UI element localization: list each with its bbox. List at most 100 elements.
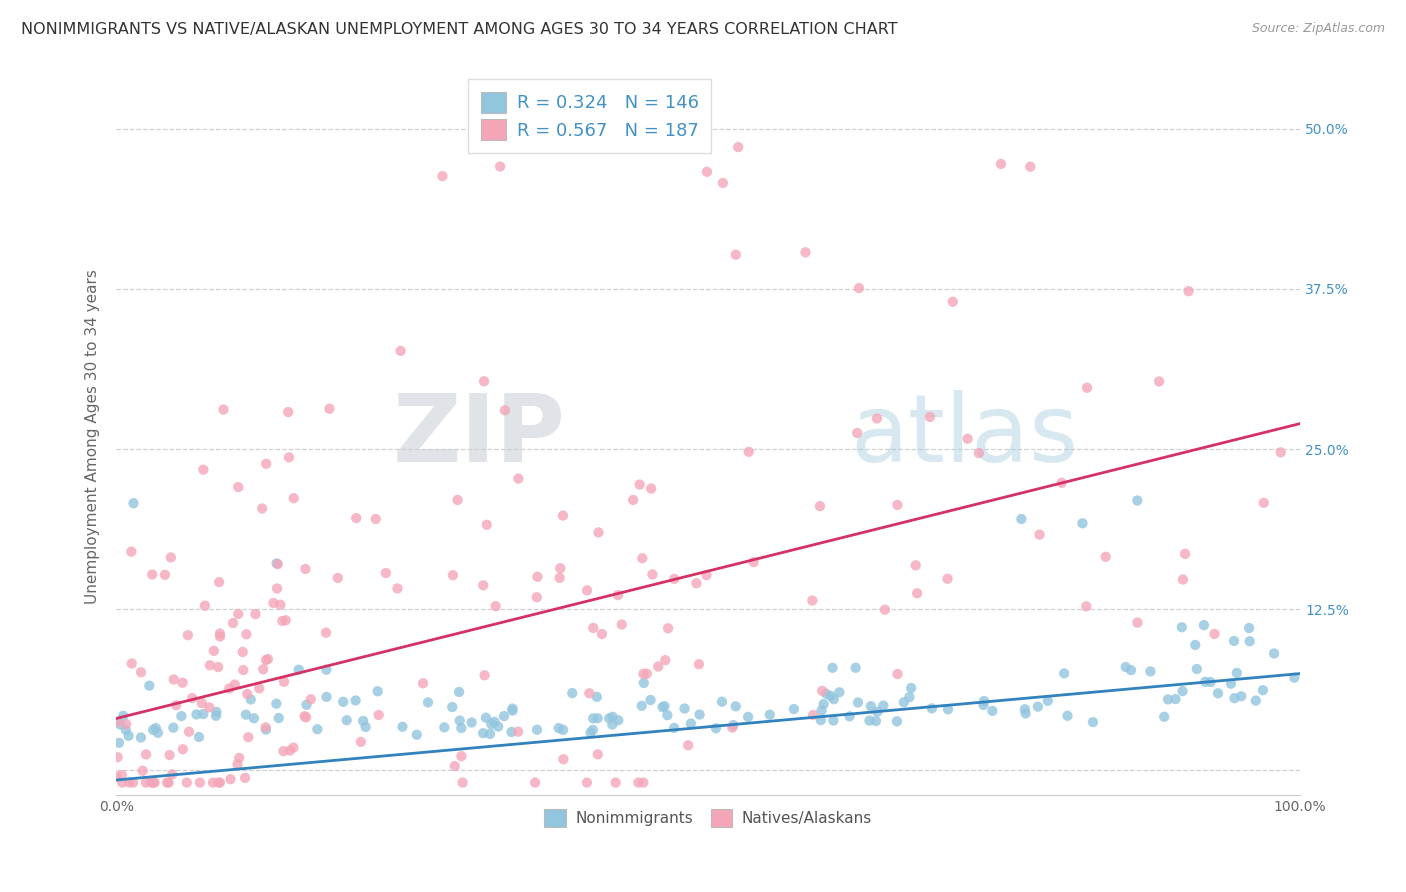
Point — [1192, 618, 1215, 632]
Point — [811, 683, 834, 698]
Point — [269, 598, 291, 612]
Point — [277, 405, 299, 419]
Point — [135, 747, 157, 762]
Point — [696, 568, 718, 582]
Point — [640, 693, 662, 707]
Point — [821, 661, 844, 675]
Point — [105, 715, 128, 730]
Point — [600, 717, 623, 731]
Point — [967, 446, 990, 460]
Point — [235, 627, 257, 641]
Point — [266, 557, 288, 571]
Point — [287, 663, 309, 677]
Point — [1014, 706, 1036, 721]
Point — [1284, 671, 1306, 685]
Point — [1014, 702, 1036, 716]
Point — [120, 544, 142, 558]
Point — [1056, 708, 1078, 723]
Point — [1053, 666, 1076, 681]
Point — [828, 685, 851, 699]
Point — [676, 738, 699, 752]
Point — [172, 675, 194, 690]
Point — [232, 645, 254, 659]
Point — [586, 747, 609, 762]
Point — [886, 498, 908, 512]
Point — [131, 764, 153, 778]
Point — [474, 668, 496, 682]
Point — [307, 723, 329, 737]
Point — [502, 701, 524, 715]
Point — [1185, 662, 1208, 676]
Point — [350, 735, 373, 749]
Point — [688, 657, 710, 672]
Point — [548, 571, 571, 585]
Point — [636, 666, 658, 681]
Point — [641, 567, 664, 582]
Point — [627, 775, 650, 789]
Point — [576, 583, 599, 598]
Point — [1094, 549, 1116, 564]
Point — [138, 679, 160, 693]
Point — [904, 558, 927, 573]
Point — [657, 708, 679, 723]
Point — [721, 721, 744, 735]
Point — [108, 736, 131, 750]
Point — [905, 586, 928, 600]
Point — [283, 740, 305, 755]
Point — [628, 477, 651, 491]
Point — [1206, 686, 1229, 700]
Point — [1026, 699, 1049, 714]
Point — [112, 709, 135, 723]
Point — [188, 775, 211, 789]
Point — [551, 723, 574, 737]
Point — [205, 705, 228, 719]
Point — [810, 704, 832, 718]
Point — [1115, 660, 1137, 674]
Point — [742, 555, 765, 569]
Point — [111, 768, 134, 782]
Point — [108, 717, 131, 731]
Point — [651, 700, 673, 714]
Point — [1199, 675, 1222, 690]
Point — [318, 401, 340, 416]
Point — [472, 374, 495, 388]
Point — [449, 685, 471, 699]
Point — [1253, 496, 1275, 510]
Point — [815, 687, 838, 701]
Point — [1171, 573, 1194, 587]
Point — [118, 775, 141, 789]
Point — [1270, 445, 1292, 459]
Point — [267, 557, 290, 571]
Point — [1223, 691, 1246, 706]
Point — [122, 775, 145, 789]
Point — [1036, 694, 1059, 708]
Point — [582, 711, 605, 725]
Point — [813, 697, 835, 711]
Point — [262, 596, 284, 610]
Point — [209, 630, 232, 644]
Point — [239, 692, 262, 706]
Point — [489, 160, 512, 174]
Point — [1230, 690, 1253, 704]
Point — [198, 658, 221, 673]
Point — [1171, 684, 1194, 698]
Point — [610, 617, 633, 632]
Point — [858, 714, 880, 728]
Point — [1139, 665, 1161, 679]
Point — [273, 744, 295, 758]
Point — [205, 708, 228, 723]
Point — [1076, 599, 1098, 614]
Point — [443, 759, 465, 773]
Point — [1220, 676, 1243, 690]
Point — [494, 709, 516, 723]
Point — [141, 775, 163, 789]
Point — [254, 653, 277, 667]
Point — [146, 726, 169, 740]
Point — [990, 157, 1012, 171]
Point — [640, 482, 662, 496]
Point — [551, 508, 574, 523]
Point — [228, 751, 250, 765]
Point — [602, 710, 624, 724]
Point — [1076, 381, 1098, 395]
Point — [936, 572, 959, 586]
